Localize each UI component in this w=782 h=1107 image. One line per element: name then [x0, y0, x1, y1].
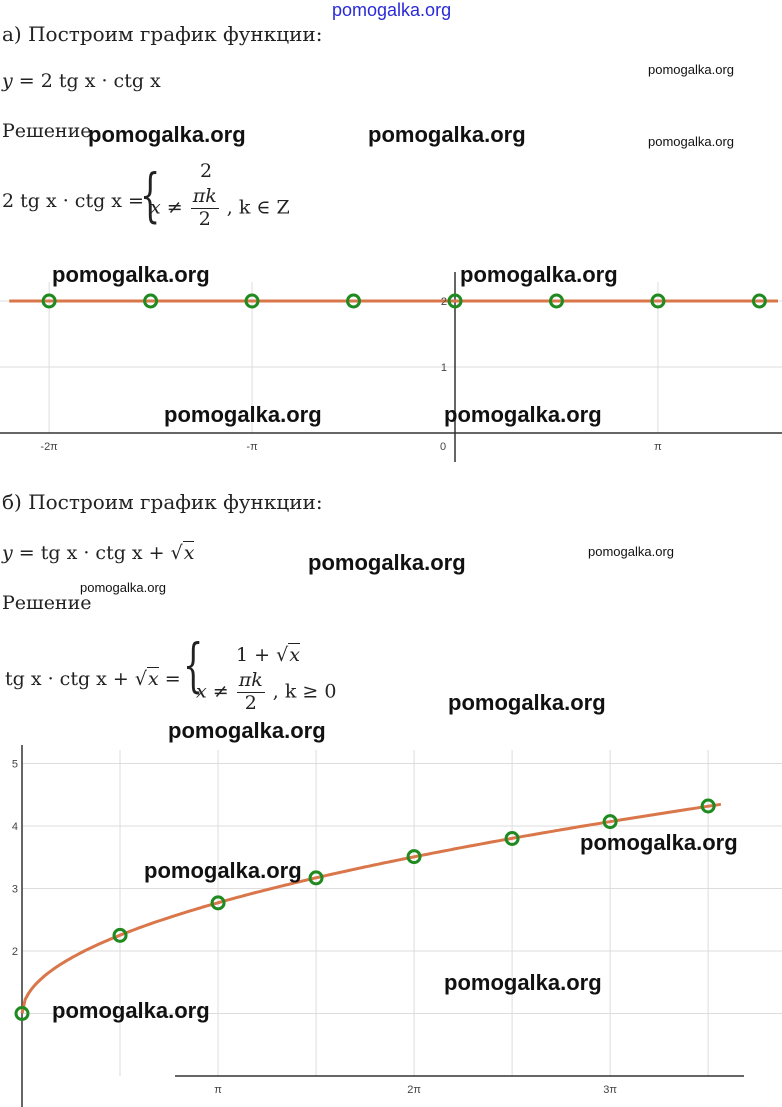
equals-sign: = — [18, 542, 41, 564]
chart-b-axes — [21, 745, 744, 1107]
left-brace-icon: { — [140, 161, 161, 229]
x-tick-label: 0 — [440, 441, 446, 453]
watermark: pomogalka.org — [144, 858, 302, 883]
part-b-lhs-sqrt: x — [146, 667, 159, 690]
watermark: pomogalka.org — [588, 544, 674, 559]
x-tick-label: π — [214, 1084, 222, 1096]
watermark: pomogalka.org — [308, 550, 466, 575]
watermark: pomogalka.org — [80, 580, 166, 595]
part-a-heading: а) Построим график функции: — [2, 22, 323, 46]
excluded-point — [112, 927, 128, 943]
excluded-point — [650, 293, 666, 309]
part-a-system-condition: x ≠ πk 2 , k ∈ Z — [150, 185, 290, 231]
sqrt-icon: √ — [170, 542, 183, 564]
y-tick-label: 4 — [12, 821, 18, 833]
part-b-system-condition: x ≠ πk 2 , k ≥ 0 — [196, 669, 337, 715]
part-b-system-lhs: tg x · ctg x + √x = — [5, 667, 181, 690]
site-header: pomogalka.org — [332, 0, 452, 20]
chart-b-points — [14, 798, 716, 1021]
chart-a: -2π -π 0 π 2 1 — [0, 272, 782, 462]
x-tick-label: 3π — [603, 1084, 617, 1096]
chart-b-ticks: π 2π 3π 5 4 3 2 — [12, 759, 617, 1097]
part-b-function-sqrt: x — [182, 541, 195, 564]
excluded-point — [210, 895, 226, 911]
excluded-point — [41, 293, 57, 309]
watermark: pomogalka.org — [648, 134, 734, 149]
watermark: pomogalka.org — [368, 122, 526, 147]
part-b-top-sqrt: x — [288, 643, 300, 666]
watermark: pomogalka.org — [52, 262, 210, 287]
excluded-point — [602, 814, 618, 830]
part-a-solution-label: Решение — [2, 120, 92, 142]
excluded-point — [700, 798, 716, 814]
part-b-solution-label: Решение — [2, 592, 92, 614]
chart-a-points — [41, 293, 767, 309]
fraction-denominator: 2 — [198, 207, 211, 230]
part-a-cond-left: x ≠ — [150, 196, 183, 219]
part-b-function-rhs: tg x · ctg x + — [40, 542, 165, 564]
excluded-point — [751, 293, 767, 309]
part-a-cond-right: , k ∈ Z — [226, 196, 290, 219]
y-tick-label: 2 — [441, 296, 447, 308]
part-b-cond-left: x ≠ — [196, 680, 229, 703]
part-b-top-main: 1 + — [236, 644, 271, 666]
excluded-point — [504, 831, 520, 846]
x-tick-label: -2π — [40, 441, 58, 453]
watermark: pomogalka.org — [88, 122, 246, 147]
part-a-fraction: πk 2 — [190, 185, 219, 231]
watermark: pomogalka.org — [444, 970, 602, 995]
watermark: pomogalka.org — [460, 262, 618, 287]
sqrt-icon: √ — [276, 644, 289, 666]
part-a-function: y = 2 tg x · ctg x — [2, 70, 161, 92]
left-brace-icon: { — [183, 631, 204, 699]
part-b-cond-right: , k ≥ 0 — [272, 680, 337, 703]
watermark: pomogalka.org — [648, 62, 734, 77]
fraction-denominator: 2 — [244, 691, 257, 714]
excluded-point — [548, 293, 564, 309]
y-tick-label: 3 — [12, 884, 18, 896]
fraction-numerator: πk — [236, 669, 265, 693]
part-b-function: y = tg x · ctg x + √x — [2, 541, 195, 564]
excluded-point — [346, 293, 362, 309]
excluded-point — [14, 1006, 30, 1021]
y-tick-label: 5 — [12, 759, 18, 771]
chart-b: π 2π 3π 5 4 3 2 — [12, 745, 782, 1107]
equals-sign: = — [18, 70, 35, 92]
part-b-lhs-main: tg x · ctg x + — [5, 668, 129, 690]
watermark: pomogalka.org — [444, 402, 602, 427]
x-tick-label: -π — [246, 441, 258, 453]
x-tick-label: π — [654, 441, 662, 453]
excluded-point — [447, 293, 463, 309]
chart-b-grid — [22, 750, 782, 1076]
equals-sign: = — [164, 668, 181, 690]
chart-a-grid — [0, 282, 782, 433]
x-tick-label: 2π — [407, 1084, 421, 1096]
excluded-point — [244, 293, 260, 309]
part-a-system-lhs: 2 tg x · ctg x = — [2, 190, 144, 212]
excluded-point — [308, 870, 324, 886]
part-b-heading: б) Построим график функции: — [2, 490, 323, 514]
excluded-point — [143, 293, 159, 309]
sqrt-icon: √ — [134, 668, 147, 690]
watermark: pomogalka.org — [448, 690, 606, 715]
part-b-system-top: 1 + √x — [236, 643, 300, 666]
watermark: pomogalka.org — [52, 998, 210, 1023]
part-a-function-lhs: y — [2, 70, 13, 92]
part-b-fraction: πk 2 — [236, 669, 265, 715]
part-b-function-lhs: y — [2, 542, 13, 564]
y-tick-label: 1 — [441, 362, 447, 374]
part-a-system-top: 2 — [200, 160, 213, 182]
watermark: pomogalka.org — [580, 830, 738, 855]
part-a-function-rhs: 2 tg x · ctg x — [40, 70, 161, 92]
y-tick-label: 2 — [12, 946, 18, 958]
excluded-point — [406, 849, 422, 865]
watermark: pomogalka.org — [164, 402, 322, 427]
chart-a-axes — [0, 272, 782, 462]
chart-a-ticks: -2π -π 0 π 2 1 — [40, 296, 662, 453]
watermark: pomogalka.org — [168, 718, 326, 743]
fraction-numerator: πk — [190, 185, 219, 209]
